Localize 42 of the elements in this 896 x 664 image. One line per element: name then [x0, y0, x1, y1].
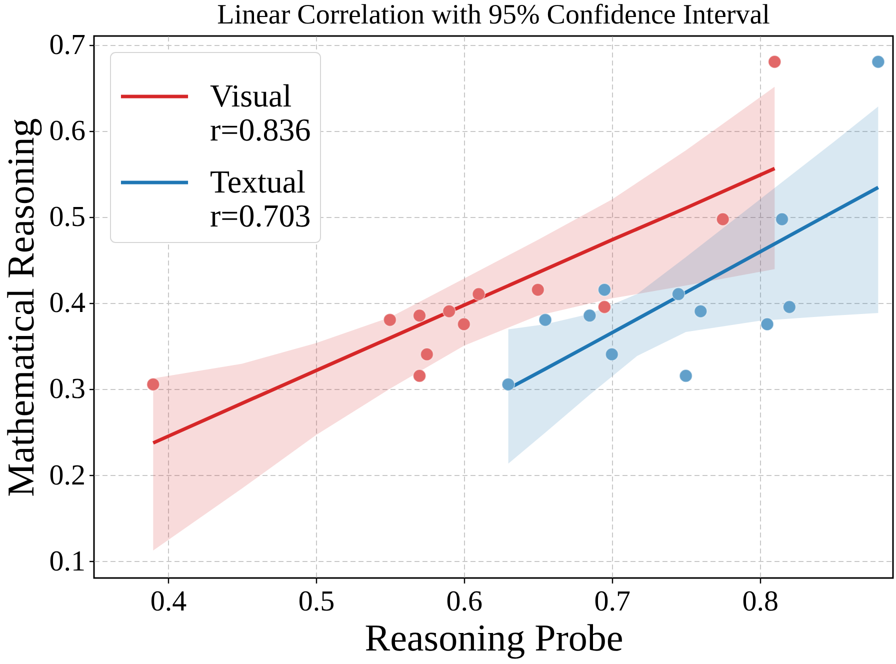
chart-title: Linear Correlation with 95% Confidence Interval — [217, 0, 770, 31]
point — [383, 313, 397, 327]
y-axis-title: Mathematical Reasoning — [0, 118, 42, 497]
point — [457, 317, 471, 332]
y-tick-label: 0.5 — [49, 201, 86, 234]
y-tick-label: 0.1 — [49, 545, 86, 578]
y-tick-label: 0.7 — [49, 29, 86, 62]
y-tick-label: 0.6 — [49, 115, 86, 148]
x-tick-label: 0.7 — [594, 586, 630, 618]
point — [775, 212, 789, 226]
point — [531, 282, 545, 297]
point — [782, 300, 796, 314]
x-tick-label: 0.4 — [150, 586, 188, 618]
point — [694, 304, 708, 318]
point — [420, 348, 434, 362]
legend-label: Textual r=0.703 — [210, 164, 311, 234]
point — [605, 348, 619, 362]
y-tick-label: 0.3 — [49, 373, 86, 406]
y-tick-label: 0.2 — [49, 459, 86, 492]
point — [598, 300, 612, 314]
point — [871, 54, 886, 69]
x-tick-label: 0.8 — [742, 586, 778, 618]
point — [412, 308, 426, 322]
point — [472, 287, 486, 301]
point — [768, 54, 782, 69]
legend-label: Visual r=0.836 — [210, 78, 311, 148]
point — [146, 378, 160, 392]
x-tick-label: 0.6 — [446, 586, 483, 618]
point — [538, 313, 552, 327]
x-tick-label: 0.5 — [298, 586, 335, 618]
point — [716, 212, 730, 226]
point — [672, 287, 686, 301]
point — [760, 317, 774, 332]
point — [412, 369, 426, 383]
point — [598, 282, 612, 297]
y-tick-label: 0.4 — [49, 287, 86, 320]
line-series — [151, 166, 776, 445]
x-axis-title: Reasoning Probe — [364, 618, 624, 660]
point — [501, 378, 516, 392]
point — [679, 369, 693, 383]
point — [582, 308, 596, 322]
point — [442, 304, 456, 318]
